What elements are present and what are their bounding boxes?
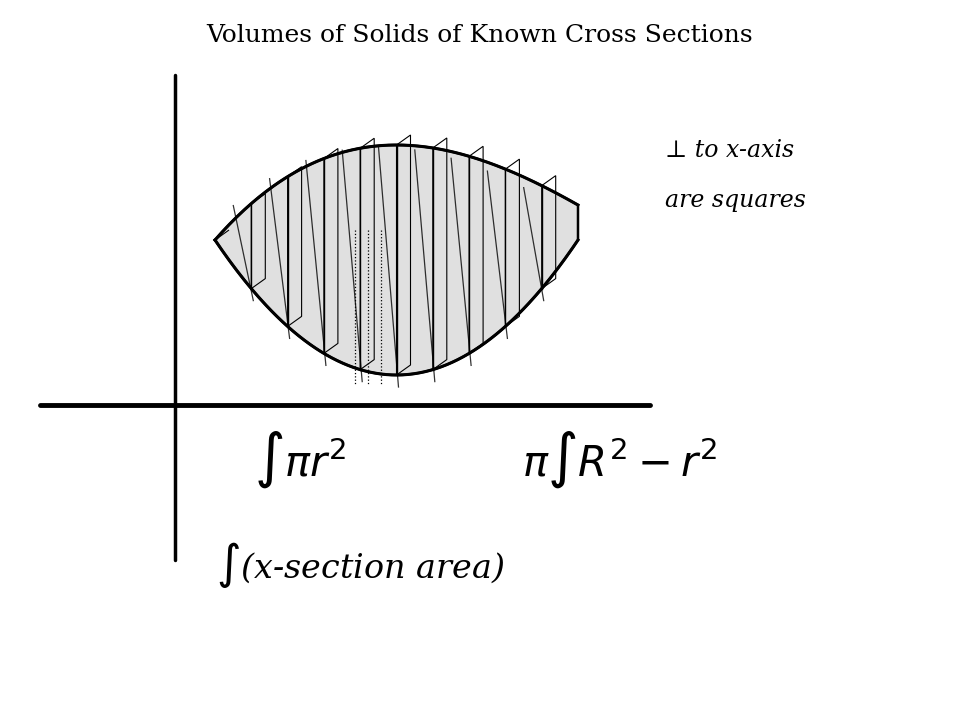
Polygon shape xyxy=(215,145,578,375)
Text: are squares: are squares xyxy=(665,189,805,212)
Text: $\pi \int R^2 - r^2$: $\pi \int R^2 - r^2$ xyxy=(522,430,717,490)
Text: ⊥ to x-axis: ⊥ to x-axis xyxy=(665,138,794,161)
Text: Volumes of Solids of Known Cross Sections: Volumes of Solids of Known Cross Section… xyxy=(206,24,754,47)
Text: $\int$(x-section area): $\int$(x-section area) xyxy=(216,540,504,590)
Text: $\int \pi r^2$: $\int \pi r^2$ xyxy=(253,430,347,490)
